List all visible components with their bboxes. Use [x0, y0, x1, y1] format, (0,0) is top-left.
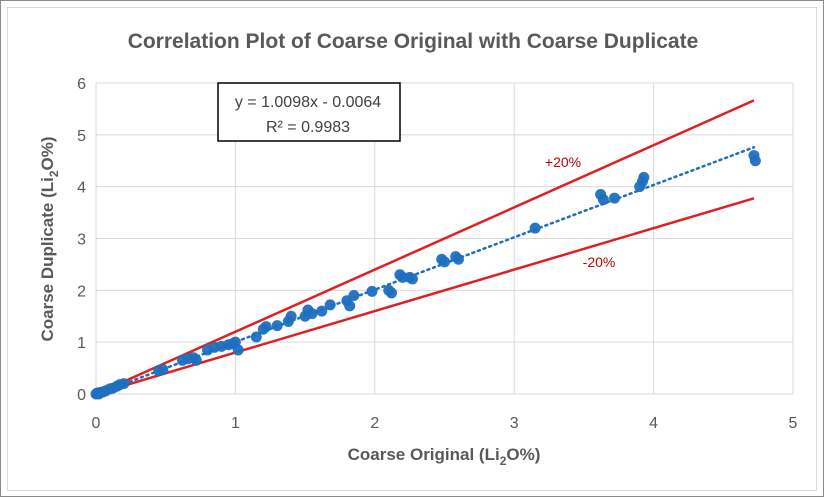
x-axis-title-main: Coarse Original (Li [348, 445, 500, 464]
y-tick-label: 3 [77, 232, 86, 249]
tick-labels: 0 1 2 3 4 5 0 1 2 3 4 5 6 [77, 76, 797, 432]
y-tick-label: 2 [77, 283, 86, 300]
y-axis-title: Coarse Duplicate (Li2O%) [38, 136, 61, 341]
data-point [344, 300, 356, 312]
regression-equation: y = 1.0098x - 0.0064 [235, 94, 381, 111]
upper-band-label: +20% [545, 154, 581, 170]
tolerance-band-line [95, 99, 755, 396]
data-point [406, 273, 418, 285]
x-axis-title-subscript: 2 [500, 454, 507, 468]
data-point [348, 290, 360, 302]
y-tick-label: 5 [77, 128, 86, 145]
data-point [749, 155, 761, 167]
data-point [316, 305, 328, 317]
data-point [250, 331, 262, 343]
lower-band-label: -20% [583, 254, 616, 270]
x-tick-label: 0 [92, 415, 101, 432]
x-axis-title-end: O%) [506, 445, 540, 464]
chart-area-border [7, 7, 817, 491]
x-axis-title: Coarse Original (Li2O%) [348, 445, 541, 468]
x-tick-label: 5 [789, 415, 798, 432]
y-tick-label: 0 [77, 387, 86, 404]
data-point [439, 256, 450, 268]
chart-title: Correlation Plot of Coarse Original with… [128, 30, 699, 53]
data-point [386, 287, 398, 299]
data-point [306, 308, 318, 320]
y-axis-title-main: Coarse Duplicate (Li [38, 177, 57, 341]
data-point [227, 338, 239, 350]
y-axis-title-subscript: 2 [47, 170, 61, 177]
data-point [452, 253, 464, 265]
tolerance-band-line [95, 197, 755, 396]
data-point [529, 222, 541, 234]
data-point [609, 192, 621, 204]
y-axis-title-end: O%) [38, 136, 57, 170]
tolerance-bands [95, 99, 755, 396]
y-tick-label: 6 [77, 76, 86, 93]
data-point [366, 285, 378, 297]
y-tick-label: 1 [77, 335, 86, 352]
data-point [597, 194, 609, 206]
data-point [324, 299, 336, 311]
y-tick-label: 4 [77, 180, 86, 197]
x-tick-label: 2 [370, 415, 379, 432]
data-point [285, 310, 297, 322]
data-point [118, 378, 130, 390]
x-tick-label: 3 [510, 415, 519, 432]
x-tick-label: 1 [231, 415, 240, 432]
data-points [90, 150, 761, 400]
data-point [638, 171, 650, 183]
data-point [260, 321, 272, 333]
data-point [190, 354, 202, 366]
r-squared-value: R² = 0.9983 [266, 119, 350, 136]
equation-box: y = 1.0098x - 0.0064 R² = 0.9983 [217, 82, 401, 142]
data-point [157, 364, 169, 376]
x-tick-label: 4 [649, 415, 658, 432]
equation-box-border [217, 82, 401, 142]
data-point [271, 320, 283, 332]
